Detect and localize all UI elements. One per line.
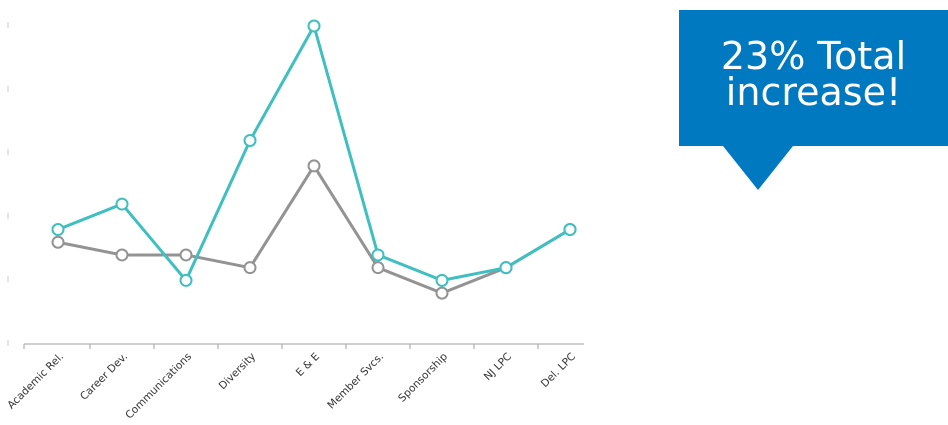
series-2-point	[563, 223, 577, 237]
series-line-1	[57, 164, 571, 295]
callout-pointer	[723, 146, 793, 190]
line-chart: Academic Rel. Career Dev.Communications Di…	[5, 19, 584, 422]
x-tick-label: Diversity	[217, 351, 259, 393]
series-2-point	[179, 273, 193, 287]
x-tick-label: Communications	[123, 351, 194, 422]
series-1-point	[371, 261, 385, 275]
series-1-point	[115, 248, 129, 262]
x-tick-label: NJ LPC	[482, 351, 514, 383]
x-tick-label: Del. LPC	[539, 351, 578, 390]
series-markers	[51, 19, 577, 300]
series-line-2	[57, 24, 571, 282]
x-tick-label: Academic Rel.	[5, 351, 66, 412]
series-1-point	[179, 248, 193, 262]
x-tick-label: E & E	[294, 351, 322, 379]
callout-text: 23% Total increase!	[720, 34, 907, 114]
x-axis: Academic Rel. Career Dev.Communications Di…	[5, 344, 578, 422]
series-2-point	[371, 248, 385, 262]
series-1-point	[51, 235, 65, 249]
series-2-point	[51, 223, 65, 237]
series-2-point	[115, 197, 129, 211]
series-1-point	[243, 261, 257, 275]
series-1-point	[307, 159, 321, 173]
x-tick-label: Member Svcs.	[325, 351, 386, 412]
callout-box: 23% Total increase!	[679, 10, 948, 146]
series-2-point	[243, 133, 257, 147]
x-tick-label: Career Dev.	[78, 351, 130, 403]
series-1-point	[435, 286, 449, 300]
series-2-point	[499, 261, 513, 275]
x-tick-label: Sponsorship	[396, 350, 450, 404]
series-2-point	[435, 273, 449, 287]
series-2-point	[307, 19, 321, 33]
